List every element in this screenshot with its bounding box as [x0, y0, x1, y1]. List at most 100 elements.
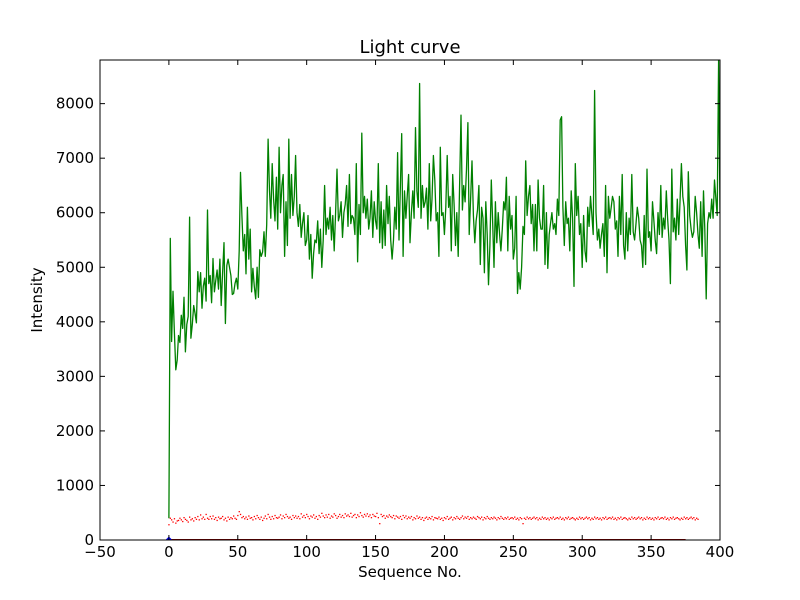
series-1-point: [621, 518, 623, 520]
series-1-point: [343, 517, 345, 519]
series-1-point: [358, 515, 360, 518]
series-1-point: [540, 518, 542, 520]
series-1-point: [217, 516, 220, 518]
series-1-point: [402, 514, 404, 517]
y-tick-label: 2000: [56, 422, 94, 440]
series-1-point: [543, 518, 545, 520]
series-1-point: [471, 518, 473, 520]
series-1-point: [693, 517, 695, 519]
series-1-point: [300, 513, 302, 515]
series-1-point: [315, 515, 317, 518]
series-1-point: [346, 515, 348, 517]
series-1-point: [508, 518, 510, 520]
series-1-point: [324, 517, 326, 519]
series-1-point: [561, 518, 563, 520]
series-1-point: [409, 517, 411, 519]
series-1-point: [589, 519, 592, 521]
series-1-point: [607, 517, 610, 519]
series-1-point: [503, 518, 505, 520]
series-1-point: [472, 516, 475, 518]
series-1-point: [578, 516, 581, 518]
series-1-point: [439, 518, 441, 520]
series-1-point: [362, 516, 364, 518]
series-1-point: [696, 517, 698, 519]
series-1-point: [694, 519, 696, 521]
series-1-point: [253, 515, 255, 518]
series-1-point: [297, 515, 300, 518]
series-1-point: [514, 516, 516, 518]
series-1-point: [673, 518, 676, 520]
series-1-point: [654, 517, 656, 519]
series-1-point: [465, 517, 468, 519]
series-1-point: [682, 518, 684, 520]
series-1-point: [548, 519, 550, 521]
series-1-point: [216, 519, 218, 522]
series-1-point: [618, 518, 621, 520]
series-1-point: [189, 516, 191, 518]
series-1-point: [187, 521, 189, 523]
series-1-point: [412, 519, 414, 521]
series-1-point: [171, 519, 173, 521]
series-1-point: [228, 518, 231, 520]
series-1-point: [591, 517, 593, 519]
series-1-point: [197, 515, 199, 518]
series-1-point: [558, 518, 560, 520]
series-1-point: [242, 515, 244, 518]
series-1-point: [438, 516, 440, 518]
series-1-point: [289, 516, 291, 518]
y-tick-label: 6000: [56, 204, 94, 222]
series-1-point: [403, 517, 406, 519]
series-1-point: [410, 515, 413, 518]
series-1-point: [523, 517, 526, 519]
y-tick-label: 4000: [56, 313, 94, 331]
series-1-point: [336, 517, 338, 519]
series-1-point: [541, 516, 543, 518]
series-1-point: [310, 515, 312, 517]
series-1-point: [623, 517, 625, 519]
series-1-point: [168, 524, 170, 526]
series-1-point: [617, 517, 619, 519]
series-1-point: [381, 515, 384, 518]
series-1-point: [636, 517, 638, 519]
series-1-point: [321, 512, 323, 514]
series-1-point: [646, 516, 648, 518]
series-1-point: [672, 516, 674, 518]
series-1-point: [200, 514, 202, 516]
series-1-point: [352, 514, 355, 517]
series-1-point: [680, 517, 683, 519]
series-1-point: [281, 518, 283, 520]
series-1-point: [198, 519, 200, 521]
series-1-point: [344, 513, 346, 515]
series-1-point: [668, 519, 670, 521]
series-1-point: [464, 516, 466, 518]
series-1-point: [260, 516, 262, 518]
series-1-point: [274, 514, 276, 517]
series-1-point: [690, 516, 692, 518]
series-1-point: [577, 518, 579, 520]
series-1-point: [354, 513, 356, 516]
series-1-point: [208, 518, 210, 520]
series-1-point: [479, 518, 481, 520]
series-1-point: [611, 516, 614, 518]
series-1-point: [580, 518, 582, 520]
series-1-point: [370, 517, 373, 519]
series-1-point: [290, 518, 293, 520]
series-1-point: [570, 517, 572, 519]
series-1-point: [416, 515, 418, 517]
series-1-point: [424, 517, 426, 519]
series-1-point: [632, 518, 634, 520]
series-1-point: [647, 518, 650, 520]
series-1-point: [325, 514, 327, 516]
series-1-point: [335, 514, 337, 517]
series-1-point: [475, 518, 477, 520]
series-1-point: [285, 513, 287, 516]
series-1-point: [687, 518, 689, 520]
y-tick-label: 1000: [56, 476, 94, 494]
series-1-point: [182, 520, 184, 523]
series-1-point: [223, 519, 225, 521]
plot-frame: [99, 59, 721, 541]
series-1-point: [569, 518, 571, 520]
series-1-point: [478, 517, 480, 519]
series-1-point: [631, 516, 633, 518]
x-axis-label: Sequence No.: [358, 563, 462, 581]
